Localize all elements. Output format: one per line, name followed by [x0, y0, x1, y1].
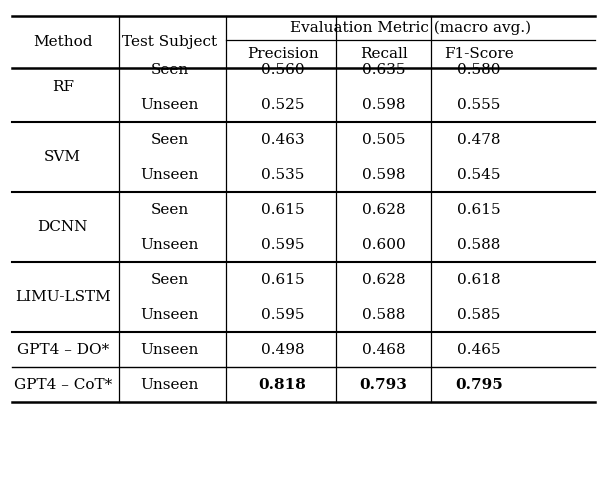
Text: 0.463: 0.463	[261, 133, 305, 147]
Text: Seen: Seen	[150, 203, 189, 217]
Text: 0.628: 0.628	[362, 203, 406, 217]
Text: Unseen: Unseen	[140, 98, 199, 112]
Text: 0.795: 0.795	[455, 378, 503, 392]
Text: 0.585: 0.585	[457, 308, 500, 322]
Text: Precision: Precision	[247, 47, 318, 61]
Text: 0.595: 0.595	[261, 238, 305, 252]
Text: 0.525: 0.525	[261, 98, 305, 112]
Text: Recall: Recall	[360, 47, 408, 61]
Text: 0.598: 0.598	[362, 168, 405, 182]
Text: 0.598: 0.598	[362, 98, 405, 112]
Text: 0.560: 0.560	[261, 63, 305, 77]
Text: 0.555: 0.555	[457, 98, 500, 112]
Text: Unseen: Unseen	[140, 238, 199, 252]
Text: 0.635: 0.635	[362, 63, 405, 77]
Text: 0.535: 0.535	[261, 168, 304, 182]
Text: GPT4 – DO*: GPT4 – DO*	[16, 343, 109, 357]
Text: GPT4 – CoT*: GPT4 – CoT*	[13, 378, 112, 392]
Text: LIMU-LSTM: LIMU-LSTM	[15, 290, 111, 304]
Text: 0.505: 0.505	[362, 133, 405, 147]
Text: 0.600: 0.600	[362, 238, 406, 252]
Text: Evaluation Metric (macro avg.): Evaluation Metric (macro avg.)	[290, 20, 531, 35]
Text: DCNN: DCNN	[37, 220, 88, 234]
Text: 0.588: 0.588	[457, 238, 500, 252]
Text: 0.468: 0.468	[362, 343, 406, 357]
Text: 0.615: 0.615	[261, 203, 305, 217]
Text: Seen: Seen	[150, 133, 189, 147]
Text: Method: Method	[33, 35, 93, 49]
Text: RF: RF	[52, 80, 73, 94]
Text: 0.818: 0.818	[259, 378, 306, 392]
Text: 0.618: 0.618	[457, 273, 501, 287]
Text: 0.615: 0.615	[261, 273, 305, 287]
Text: 0.545: 0.545	[457, 168, 500, 182]
Text: Unseen: Unseen	[140, 378, 199, 392]
Text: Test Subject: Test Subject	[122, 35, 217, 49]
Text: 0.498: 0.498	[261, 343, 305, 357]
Text: 0.478: 0.478	[457, 133, 500, 147]
Text: Seen: Seen	[150, 273, 189, 287]
Text: 0.465: 0.465	[457, 343, 501, 357]
Text: SVM: SVM	[44, 150, 81, 164]
Text: 0.615: 0.615	[457, 203, 501, 217]
Text: Unseen: Unseen	[140, 343, 199, 357]
Text: Seen: Seen	[150, 63, 189, 77]
Text: 0.588: 0.588	[362, 308, 405, 322]
Text: F1-Score: F1-Score	[444, 47, 514, 61]
Text: 0.628: 0.628	[362, 273, 406, 287]
Text: Unseen: Unseen	[140, 308, 199, 322]
Text: Unseen: Unseen	[140, 168, 199, 182]
Text: 0.580: 0.580	[457, 63, 500, 77]
Text: 0.595: 0.595	[261, 308, 305, 322]
Text: 0.793: 0.793	[360, 378, 408, 392]
